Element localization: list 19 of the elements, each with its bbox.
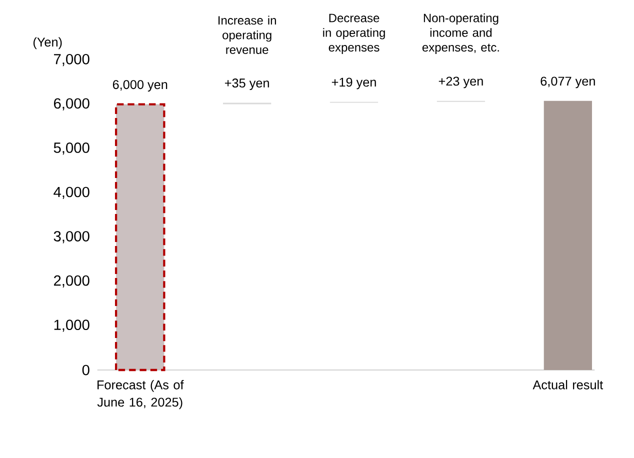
x-tick-label: Forecast (As of June 16, 2025)	[97, 380, 184, 410]
y-axis-title: (Yen)	[33, 37, 62, 50]
x-tick-label: Decrease in operating expenses	[323, 14, 385, 54]
y-tick-label: 6,000	[54, 98, 90, 110]
x-tick-label: Non-operating income and expenses, etc.	[422, 13, 499, 54]
x-tick-label: Increase in operating revenue	[218, 16, 276, 54]
data-label: +19 yen	[332, 78, 376, 90]
data-label: 6,077 yen	[540, 76, 595, 88]
y-tick-label: 1,000	[54, 320, 90, 332]
y-tick-label: 3,000	[54, 231, 90, 244]
data-label: +35 yen	[224, 78, 269, 90]
data-label: +23 yen	[438, 76, 483, 88]
x-tick-label: Actual result	[532, 380, 604, 390]
y-tick-label: 5,000	[54, 142, 90, 155]
data-label: 6,000 yen	[112, 80, 168, 92]
y-tick-label: 0	[82, 364, 90, 376]
y-tick-label: 4,000	[54, 186, 90, 199]
y-tick-label: 7,000	[54, 54, 90, 66]
y-tick-label: 2,000	[54, 275, 90, 288]
